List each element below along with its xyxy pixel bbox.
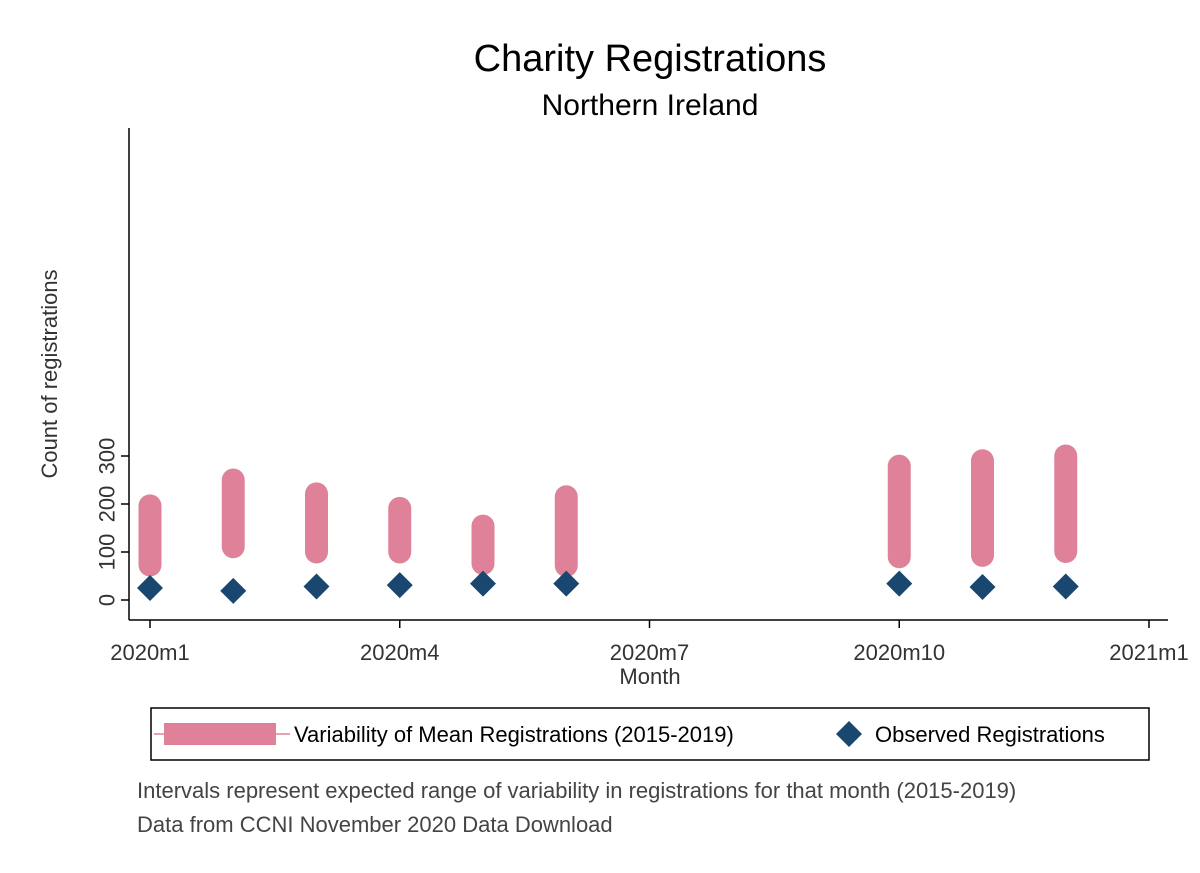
x-tick-label: 2021m1 [1109,640,1189,665]
range-series [138,444,1078,577]
x-tick-label: 2020m10 [853,640,945,665]
x-axis-ticks: 2020m1 2020m4 2020m7 2020m10 2021m1 [110,620,1189,665]
x-tick-label: 2020m7 [610,640,690,665]
observed-point-2020m2 [220,577,247,604]
y-axis-title: Count of registrations [37,269,62,478]
observed-point-2020m10 [886,570,913,597]
observed-point-2020m4 [386,572,413,599]
x-tick-label: 2020m1 [110,640,190,665]
legend-range-label: Variability of Mean Registrations (2015-… [294,722,734,747]
y-tick-label: 300 [95,438,120,475]
y-axis-ticks: 0 100 200 300 [95,438,129,606]
x-tick-label: 2020m4 [360,640,440,665]
y-tick-label: 200 [95,486,120,523]
observed-point-2020m6 [553,570,580,597]
observed-point-2020m11 [969,574,996,601]
y-tick-label: 0 [95,594,120,606]
observed-point-2020m12 [1052,573,1079,600]
observed-series [137,570,1079,604]
legend: Variability of Mean Registrations (2015-… [150,707,1150,761]
legend-range-swatch [164,723,276,745]
chart-subtitle: Northern Ireland [542,89,759,122]
legend-box [150,707,1150,761]
note-intervals: Intervals represent expected range of va… [137,778,1016,803]
legend-diamond-marker [836,721,862,747]
note-source: Data from CCNI November 2020 Data Downlo… [137,812,613,837]
observed-point-2020m5 [470,570,496,597]
observed-point-2020m1 [137,575,163,601]
observed-point-2020m3 [303,573,330,600]
chart-title: Charity Registrations [474,38,827,80]
legend-observed-label: Observed Registrations [875,722,1105,747]
y-tick-label: 100 [95,534,120,571]
x-axis-title: Month [619,664,680,689]
